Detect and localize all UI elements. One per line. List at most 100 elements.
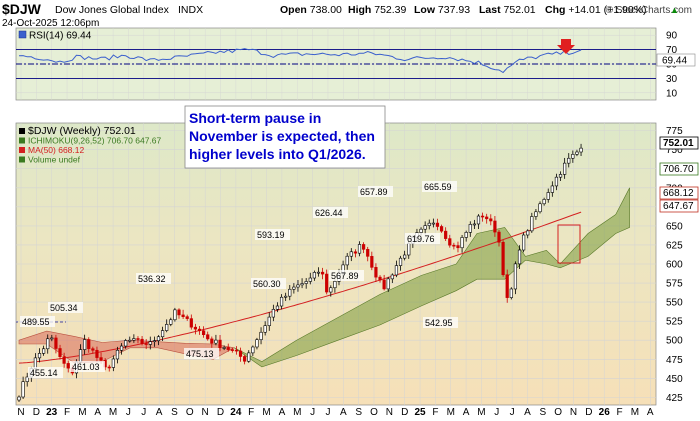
x-tick-label: O (554, 407, 562, 418)
x-tick-label: S (539, 407, 546, 418)
x-tick-label: O (186, 407, 194, 418)
price-tick-label: 425 (666, 393, 683, 404)
candle-body (33, 357, 38, 369)
candle-body (58, 348, 62, 357)
candle-body (325, 273, 329, 293)
point-label: 619.76 (407, 234, 435, 244)
point-label: 567.89 (331, 271, 359, 281)
candle-body (66, 363, 70, 369)
legend-label: Volume undef (28, 155, 81, 165)
candle-body (271, 309, 275, 318)
chg-up-icon: ▲ (670, 5, 679, 15)
x-tick-label: J (494, 407, 499, 418)
candle-body (263, 325, 267, 333)
candle-body (517, 249, 522, 265)
x-tick-label: 26 (599, 407, 611, 418)
point-label-bg (48, 302, 83, 313)
candle-body (468, 224, 472, 233)
price-tick-label: 550 (666, 298, 683, 309)
point-label-bg (70, 361, 105, 372)
rsi-current-tag (656, 53, 696, 67)
candle-body (54, 337, 58, 349)
candle-body (218, 339, 222, 349)
x-tick-label: F (617, 407, 623, 418)
candle-body (214, 339, 218, 344)
candle-body (119, 345, 124, 351)
candle-body (546, 192, 550, 200)
candle-body (398, 257, 403, 266)
candle-body (501, 241, 505, 276)
x-tick-label: D (401, 407, 408, 418)
candle-body (279, 296, 284, 307)
candle-body (177, 309, 181, 316)
rsi-levels (16, 49, 656, 79)
candle-body (362, 244, 366, 250)
candle-body (480, 215, 485, 218)
candle-body (530, 216, 534, 232)
candle-body (197, 328, 202, 332)
rsi-legend: RSI(14) 69.44 (18, 31, 92, 42)
candle-body (95, 349, 99, 358)
candle-body (345, 255, 349, 266)
price-tick-label: 525 (666, 317, 683, 328)
candle-body (329, 287, 333, 293)
point-label-bg (251, 278, 286, 289)
candle-body (115, 349, 120, 360)
candle-body (124, 340, 128, 347)
right-tag-label: 752.01 (663, 138, 694, 149)
point-label: 626.44 (315, 208, 343, 218)
candle-body (132, 338, 136, 341)
candle-body (427, 222, 431, 226)
candle-body (173, 309, 177, 321)
index-name: Dow Jones Global Index (55, 4, 170, 16)
candle-body (296, 284, 300, 288)
rsi-line (18, 48, 582, 74)
candle-body (144, 343, 148, 345)
candle-body (382, 279, 386, 290)
candle-body (485, 216, 489, 220)
rsi-tick-label: 70 (666, 45, 678, 56)
candle-body (316, 271, 321, 274)
point-label: 657.89 (360, 187, 388, 197)
candle-body (567, 157, 571, 164)
x-tick-label: A (463, 407, 470, 418)
candle-body (419, 228, 423, 233)
candle-body (37, 353, 42, 359)
candle-body (42, 348, 46, 354)
candle-body (403, 254, 407, 259)
x-tick-label: F (432, 407, 438, 418)
candle-body (292, 286, 296, 290)
candle-body (526, 230, 530, 236)
x-tick-label: J (126, 407, 131, 418)
x-tick-label: M (447, 407, 455, 418)
rsi-tick-label: 30 (666, 74, 678, 85)
candle-body (83, 339, 87, 350)
x-tick-label: S (171, 407, 178, 418)
candle-body (349, 251, 353, 257)
candle-body (193, 326, 198, 330)
point-label: 461.03 (72, 362, 100, 372)
point-label: 475.13 (186, 349, 214, 359)
candle-body (431, 222, 435, 225)
candle-body (513, 263, 518, 290)
line-icon (19, 147, 25, 153)
point-label-bg (184, 348, 219, 359)
point-label: 542.95 (425, 318, 453, 328)
ohlc-bar: Open 738.00 High 752.39 Low 737.93 Last 752… (280, 4, 679, 16)
rsi-tick-label: 90 (666, 31, 678, 42)
candle-body (87, 339, 91, 350)
x-tick-label: A (94, 407, 101, 418)
exchange-label: INDX (178, 4, 203, 16)
legend-label: MA(50) 668.12 (28, 145, 84, 155)
price-tick-label: 575 (666, 279, 683, 290)
x-tick-label: A (524, 407, 531, 418)
candle-body (304, 281, 308, 284)
candle-body (267, 316, 271, 326)
candle-body (230, 349, 234, 351)
volume-icon (19, 156, 25, 163)
watermark: © StockCharts.com (606, 5, 692, 16)
rsi-legend-text: RSI(14) 69.44 (29, 31, 92, 42)
x-tick-label: J (141, 407, 146, 418)
price-tick-label: 650 (666, 221, 683, 232)
